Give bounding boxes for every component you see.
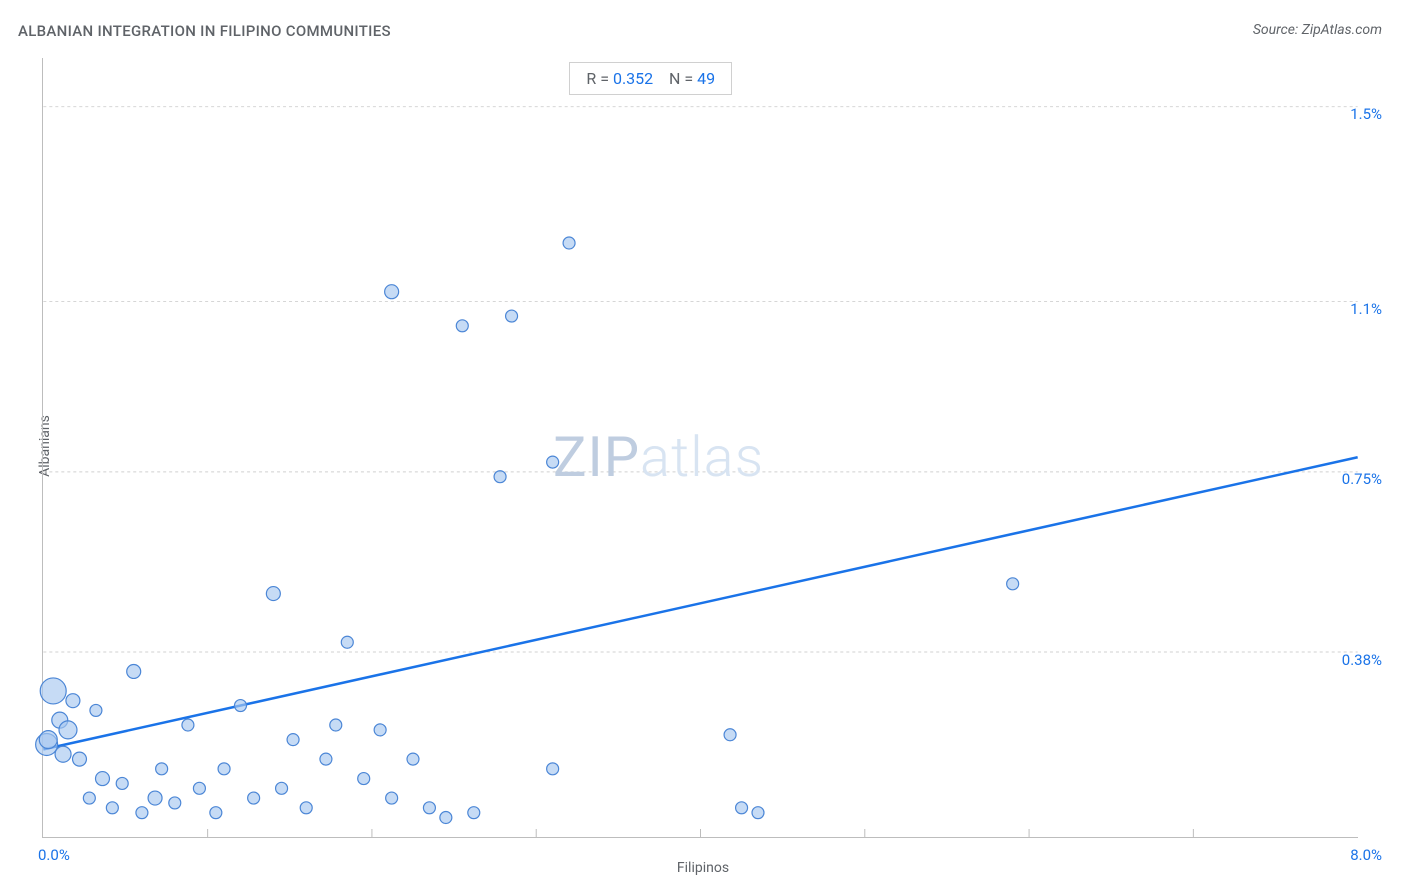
data-point[interactable] (736, 802, 748, 814)
chart-container: ALBANIAN INTEGRATION IN FILIPINO COMMUNI… (0, 0, 1406, 892)
n-label: N = (669, 69, 693, 88)
plot-area: ZIPatlas R = 0.352 N = 49 (42, 58, 1358, 838)
data-point[interactable] (55, 746, 71, 762)
data-point[interactable] (248, 792, 260, 804)
data-point[interactable] (210, 807, 222, 819)
y-tick-label: 1.5% (1350, 105, 1382, 123)
data-point[interactable] (148, 791, 162, 805)
data-point[interactable] (106, 802, 118, 814)
data-point[interactable] (506, 310, 518, 322)
data-point[interactable] (456, 320, 468, 332)
y-tick-label: 1.1% (1350, 300, 1382, 318)
data-point[interactable] (276, 782, 288, 794)
data-point[interactable] (563, 237, 575, 249)
data-point[interactable] (423, 802, 435, 814)
data-point[interactable] (752, 807, 764, 819)
data-point[interactable] (287, 734, 299, 746)
data-point[interactable] (547, 456, 559, 468)
data-point[interactable] (116, 777, 128, 789)
data-point[interactable] (95, 772, 109, 786)
x-axis-min-label: 0.0% (38, 846, 70, 864)
data-point[interactable] (266, 587, 280, 601)
data-point[interactable] (547, 763, 559, 775)
data-point[interactable] (358, 773, 370, 785)
data-point[interactable] (468, 807, 480, 819)
data-point[interactable] (341, 636, 353, 648)
scatter-svg (43, 58, 1358, 837)
data-point[interactable] (72, 752, 86, 766)
data-point[interactable] (90, 704, 102, 716)
data-point[interactable] (724, 729, 736, 741)
x-axis-label: Filipinos (677, 860, 729, 876)
chart-source: Source: ZipAtlas.com (1253, 22, 1382, 38)
r-value: 0.352 (613, 69, 653, 88)
data-point[interactable] (127, 664, 141, 678)
x-axis-max-label: 8.0% (1350, 846, 1382, 864)
data-point[interactable] (494, 471, 506, 483)
y-tick-label: 0.75% (1342, 470, 1382, 488)
data-point[interactable] (300, 802, 312, 814)
data-point[interactable] (407, 753, 419, 765)
data-point[interactable] (1007, 578, 1019, 590)
data-point[interactable] (193, 782, 205, 794)
y-tick-label: 0.38% (1342, 651, 1382, 669)
data-point[interactable] (39, 731, 57, 749)
data-point[interactable] (234, 700, 246, 712)
chart-title: ALBANIAN INTEGRATION IN FILIPINO COMMUNI… (18, 22, 391, 40)
data-point[interactable] (156, 763, 168, 775)
n-value: 49 (697, 69, 715, 88)
r-label: R = (586, 69, 609, 88)
data-point[interactable] (320, 753, 332, 765)
stats-box: R = 0.352 N = 49 (569, 62, 732, 95)
data-point[interactable] (374, 724, 386, 736)
data-point[interactable] (440, 812, 452, 824)
data-point[interactable] (66, 694, 80, 708)
data-point[interactable] (386, 792, 398, 804)
data-point[interactable] (218, 763, 230, 775)
data-point[interactable] (169, 797, 181, 809)
data-point[interactable] (83, 792, 95, 804)
data-point[interactable] (330, 719, 342, 731)
data-point[interactable] (385, 285, 399, 299)
data-point[interactable] (59, 721, 77, 739)
data-point[interactable] (40, 678, 66, 704)
data-point[interactable] (136, 807, 148, 819)
data-point[interactable] (182, 719, 194, 731)
